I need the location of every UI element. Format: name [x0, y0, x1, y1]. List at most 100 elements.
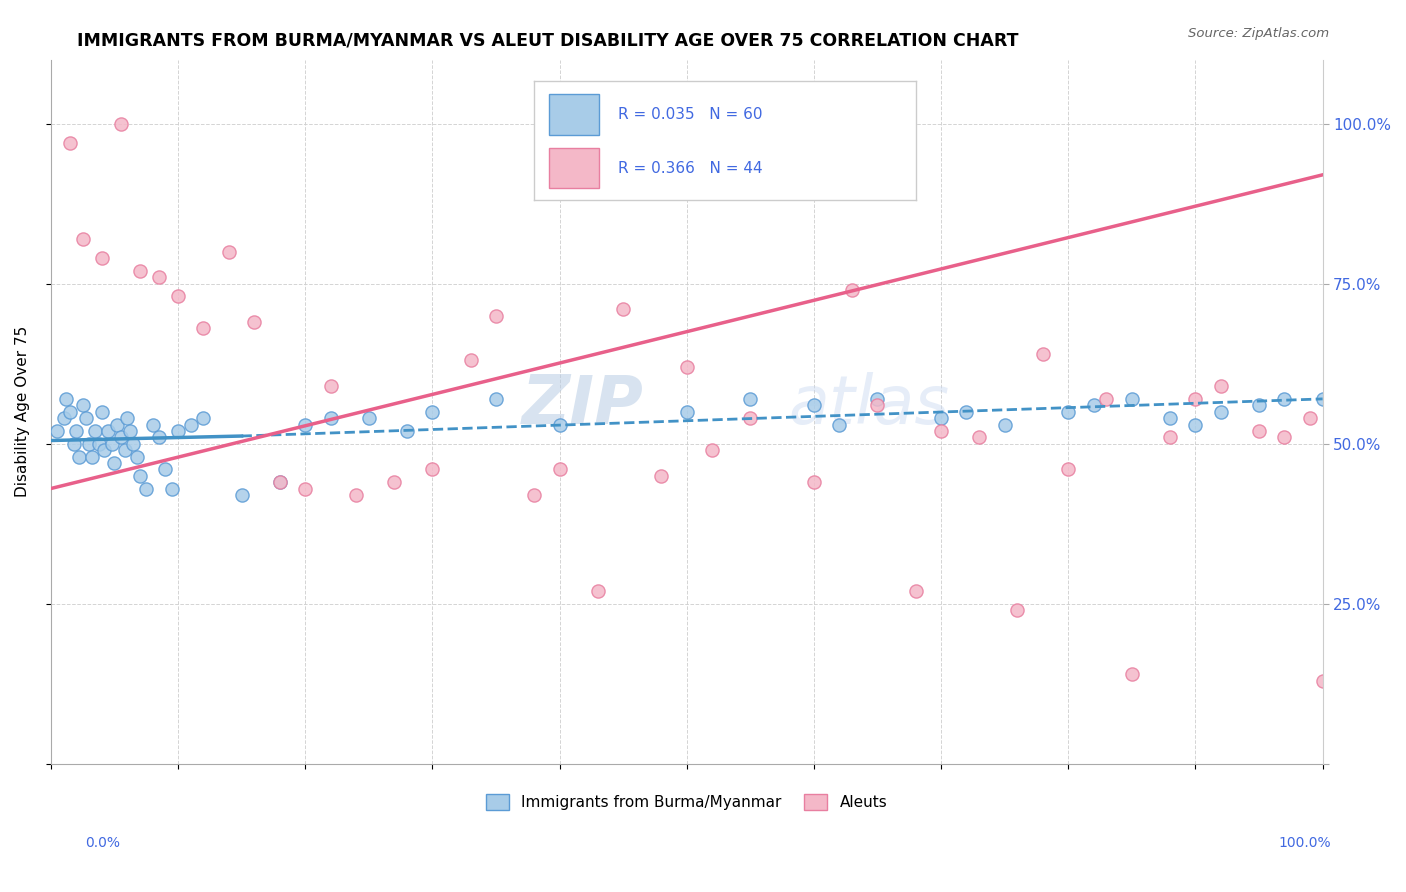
Point	[548, 417, 571, 432]
Point	[269, 475, 291, 490]
Point	[1184, 417, 1206, 432]
Point	[180, 417, 202, 432]
Point	[127, 450, 149, 464]
Point	[1095, 392, 1118, 406]
Legend: Immigrants from Burma/Myanmar, Aleuts: Immigrants from Burma/Myanmar, Aleuts	[479, 788, 893, 816]
Point	[55, 392, 77, 406]
Point	[155, 462, 177, 476]
Point	[90, 251, 112, 265]
Point	[67, 450, 90, 464]
Point	[1209, 379, 1232, 393]
Point	[675, 405, 697, 419]
Point	[994, 417, 1017, 432]
Point	[1247, 424, 1270, 438]
Point	[1312, 392, 1334, 406]
Point	[1299, 411, 1322, 425]
Point	[1121, 667, 1143, 681]
Point	[1159, 430, 1181, 444]
Y-axis label: Disability Age Over 75: Disability Age Over 75	[15, 326, 30, 498]
Point	[1209, 405, 1232, 419]
Point	[142, 417, 165, 432]
Point	[929, 424, 952, 438]
Point	[114, 443, 136, 458]
Text: 100.0%: 100.0%	[1278, 836, 1331, 850]
Point	[803, 398, 825, 412]
Point	[1274, 430, 1296, 444]
Point	[1184, 392, 1206, 406]
Point	[841, 283, 863, 297]
Point	[101, 436, 124, 450]
Point	[167, 424, 190, 438]
Point	[128, 264, 150, 278]
Point	[866, 398, 889, 412]
Point	[135, 482, 157, 496]
Point	[803, 475, 825, 490]
Point	[395, 424, 418, 438]
Point	[231, 488, 253, 502]
Point	[548, 462, 571, 476]
Point	[52, 411, 75, 425]
Point	[460, 353, 482, 368]
Text: IMMIGRANTS FROM BURMA/MYANMAR VS ALEUT DISABILITY AGE OVER 75 CORRELATION CHART: IMMIGRANTS FROM BURMA/MYANMAR VS ALEUT D…	[77, 31, 1019, 49]
Text: ZIP: ZIP	[522, 372, 644, 438]
Point	[967, 430, 990, 444]
Point	[382, 475, 405, 490]
Point	[218, 244, 240, 259]
Point	[269, 475, 291, 490]
Point	[294, 417, 316, 432]
Text: atlas: atlas	[789, 372, 949, 438]
Point	[904, 584, 927, 599]
Point	[740, 411, 762, 425]
Point	[89, 436, 111, 450]
Point	[110, 430, 132, 444]
Point	[1312, 673, 1334, 688]
Point	[1057, 462, 1080, 476]
Point	[75, 411, 97, 425]
Point	[193, 321, 215, 335]
Point	[422, 462, 444, 476]
Point	[103, 456, 125, 470]
Point	[148, 430, 170, 444]
Point	[97, 424, 120, 438]
Point	[128, 468, 150, 483]
Point	[62, 436, 84, 450]
Point	[357, 411, 380, 425]
Point	[1247, 398, 1270, 412]
Point	[59, 405, 82, 419]
Point	[105, 417, 128, 432]
Point	[122, 436, 145, 450]
Text: Source: ZipAtlas.com: Source: ZipAtlas.com	[1188, 27, 1329, 40]
Point	[612, 302, 634, 317]
Point	[955, 405, 977, 419]
Point	[59, 136, 82, 150]
Point	[72, 232, 94, 246]
Text: 0.0%: 0.0%	[86, 836, 120, 850]
Point	[485, 309, 508, 323]
Point	[115, 411, 138, 425]
Point	[1007, 603, 1029, 617]
Point	[110, 117, 132, 131]
Point	[523, 488, 546, 502]
Point	[93, 443, 115, 458]
Point	[1057, 405, 1080, 419]
Point	[160, 482, 183, 496]
Point	[702, 443, 724, 458]
Point	[80, 450, 103, 464]
Point	[118, 424, 141, 438]
Point	[193, 411, 215, 425]
Point	[319, 411, 342, 425]
Point	[90, 405, 112, 419]
Point	[1083, 398, 1105, 412]
Point	[828, 417, 851, 432]
Point	[740, 392, 762, 406]
Point	[72, 398, 94, 412]
Point	[422, 405, 444, 419]
Point	[1032, 347, 1054, 361]
Point	[344, 488, 367, 502]
Point	[1274, 392, 1296, 406]
Point	[77, 436, 100, 450]
Point	[485, 392, 508, 406]
Point	[675, 359, 697, 374]
Point	[650, 468, 672, 483]
Point	[65, 424, 87, 438]
